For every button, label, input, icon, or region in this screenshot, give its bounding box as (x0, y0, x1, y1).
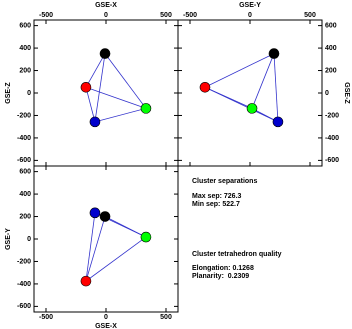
y-tick-label: 0 (27, 236, 31, 243)
point (268, 48, 280, 59)
x-tick-label: -500 (183, 12, 197, 19)
edge (204, 53, 275, 88)
y-tick-label: -600 (17, 303, 31, 310)
y-tick-label: 400 (325, 45, 337, 52)
point (80, 81, 92, 93)
y-axis-label: GSE-Y (5, 228, 12, 250)
y-tick-label: 200 (19, 213, 31, 220)
y-tick-label: 400 (19, 45, 31, 52)
point (246, 103, 258, 114)
panel: -500 0 500 600 400 200 0 -200 -400 -600 GSE-Y GSE-Z (177, 2, 350, 167)
point (89, 207, 101, 219)
edge (85, 86, 147, 109)
y-axis-label: GSE-Z (343, 82, 350, 104)
edge (94, 107, 147, 123)
y-tick-label: -400 (17, 135, 31, 142)
panel: -500 0 500 600 400 200 0 -200 -400 -600 GSE-X GSE-Z (5, 2, 179, 167)
y-tick-label: 600 (325, 22, 337, 29)
y-tick-label: -200 (325, 112, 339, 119)
edge (85, 53, 106, 88)
x-axis-label: GSE-X (95, 2, 117, 9)
point (272, 116, 284, 128)
x-tick-label: -500 (39, 314, 53, 321)
x-axis-label: GSE-X (95, 323, 117, 329)
x-tick-label: 0 (248, 12, 252, 19)
separations-title: Cluster separations (192, 178, 257, 185)
min-sep: Min sep: 522.7 (192, 201, 240, 208)
y-tick-label: -200 (17, 258, 31, 265)
y-tick-label: 200 (325, 67, 337, 74)
y-tick-label: 0 (27, 90, 31, 97)
x-tick-label: 0 (104, 12, 108, 19)
planarity: Planarity: 0.2309 (192, 273, 249, 280)
x-tick-label: 0 (104, 314, 108, 321)
edge (204, 86, 279, 123)
edge (85, 236, 147, 282)
edge (104, 53, 147, 109)
point (140, 231, 152, 243)
max-sep: Max sep: 726.3 (192, 193, 242, 200)
y-tick-label: -400 (325, 135, 339, 142)
elongation: Elongation: 0.1268 (192, 265, 254, 272)
y-tick-label: 0 (325, 90, 329, 97)
point (89, 116, 101, 128)
edge (273, 53, 279, 122)
text-panel: Cluster separations Max sep: 726.3 Min s… (192, 178, 282, 280)
x-tick-label: 500 (304, 12, 316, 19)
quality-title: Cluster tetrahedron quality (192, 251, 282, 258)
edge (85, 216, 106, 282)
x-tick-label: 500 (160, 12, 172, 19)
point (99, 48, 111, 59)
y-tick-label: -600 (325, 157, 339, 164)
edge (85, 87, 96, 122)
x-axis-label: GSE-Y (239, 2, 261, 9)
y-tick-label: 400 (19, 191, 31, 198)
y-tick-label: -200 (17, 112, 31, 119)
edge (94, 53, 106, 122)
y-tick-label: -600 (17, 157, 31, 164)
y-tick-label: 600 (19, 168, 31, 175)
point (99, 211, 111, 222)
point (199, 81, 211, 93)
panel: -500 0 500 600 400 200 0 -200 -400 -600 GSE-X GSE-Y (5, 165, 179, 329)
y-tick-label: -400 (17, 281, 31, 288)
y-tick-label: 200 (19, 67, 31, 74)
y-axis-label: GSE-Z (5, 82, 12, 104)
point (140, 103, 152, 114)
x-tick-label: 500 (160, 314, 172, 321)
point (80, 275, 92, 287)
y-tick-label: 600 (19, 22, 31, 29)
edge (251, 53, 275, 109)
x-tick-label: -500 (39, 12, 53, 19)
edge (85, 212, 96, 282)
